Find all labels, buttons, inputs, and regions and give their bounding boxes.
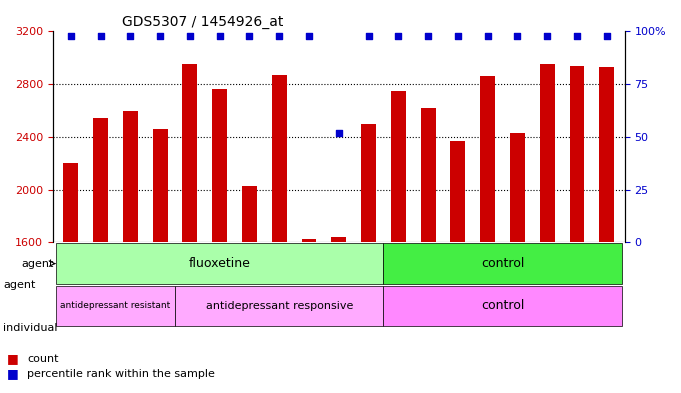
Point (274, 33, 285, 39)
Bar (361, 124, 376, 242)
Point (215, 33, 225, 39)
Point (304, 33, 315, 39)
Bar (123, 110, 138, 242)
Bar (183, 64, 197, 242)
Point (244, 33, 255, 39)
FancyBboxPatch shape (383, 243, 622, 284)
Bar (569, 66, 584, 242)
Text: control: control (481, 299, 524, 312)
Text: control: control (481, 257, 524, 270)
FancyBboxPatch shape (56, 286, 175, 326)
Bar (599, 67, 614, 242)
Bar (272, 75, 287, 242)
Bar (540, 64, 555, 242)
Point (512, 33, 523, 39)
Text: ■: ■ (7, 367, 18, 380)
Point (542, 33, 553, 39)
Bar (450, 141, 465, 242)
Bar (480, 76, 495, 242)
Point (452, 33, 463, 39)
Bar (391, 91, 406, 242)
Text: ■: ■ (7, 352, 18, 365)
Point (155, 33, 165, 39)
Text: percentile rank within the sample: percentile rank within the sample (27, 369, 215, 379)
Point (334, 130, 345, 136)
Point (95, 33, 106, 39)
FancyBboxPatch shape (175, 286, 383, 326)
Text: antidepressant responsive: antidepressant responsive (206, 301, 353, 311)
Text: count: count (27, 354, 59, 364)
Bar (93, 118, 108, 242)
Text: agent: agent (3, 280, 36, 290)
Point (393, 33, 404, 39)
Text: individual: individual (3, 323, 58, 333)
Bar (302, 239, 317, 242)
Bar (153, 129, 168, 242)
FancyBboxPatch shape (56, 243, 383, 284)
FancyBboxPatch shape (383, 286, 622, 326)
Text: GDS5307 / 1454926_at: GDS5307 / 1454926_at (122, 15, 283, 29)
Bar (510, 133, 525, 242)
Text: fluoxetine: fluoxetine (189, 257, 251, 270)
Bar (63, 163, 78, 242)
Point (601, 33, 612, 39)
Bar (421, 108, 436, 242)
Point (571, 33, 582, 39)
Point (65, 33, 76, 39)
Bar (212, 90, 227, 242)
Bar (242, 186, 257, 242)
Point (482, 33, 493, 39)
Point (125, 33, 136, 39)
Point (363, 33, 374, 39)
Text: agent: agent (21, 259, 54, 268)
Bar (332, 237, 346, 242)
Point (423, 33, 434, 39)
Point (185, 33, 195, 39)
Text: antidepressant resistant: antidepressant resistant (61, 301, 171, 310)
